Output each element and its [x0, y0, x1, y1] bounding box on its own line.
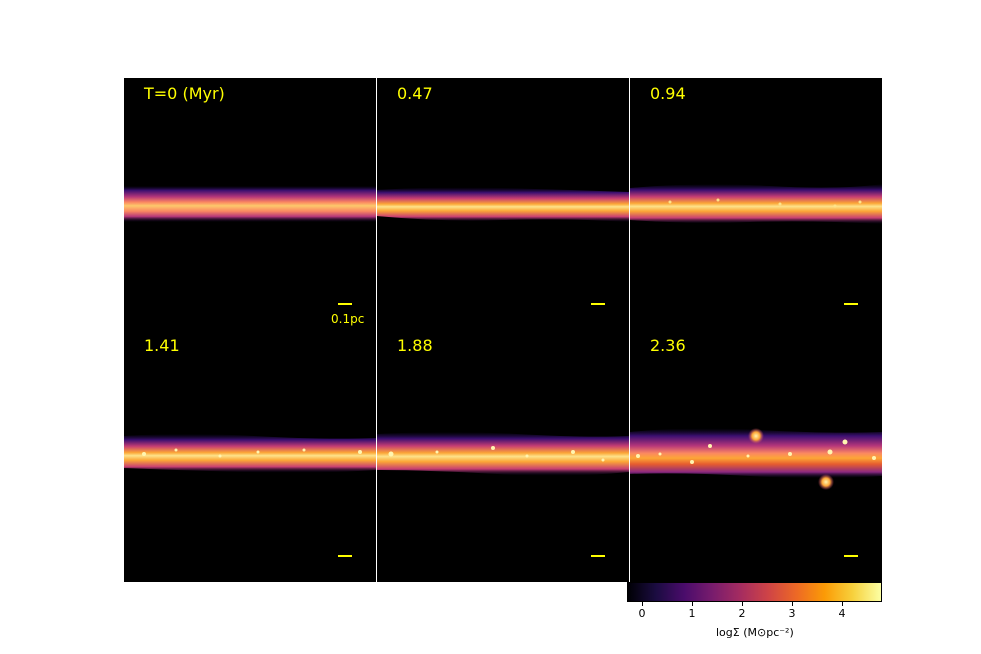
panel-t0: T=0 (Myr) 0.1pc	[124, 78, 376, 330]
scale-bar	[338, 555, 352, 557]
filament-image-t047	[377, 187, 629, 222]
panel-t094: 0.94	[630, 78, 882, 330]
colorbar-tick	[692, 602, 693, 606]
panel-t141: 1.41	[124, 330, 376, 582]
colorbar-tick	[842, 602, 843, 606]
time-label: 0.94	[650, 84, 686, 103]
time-label: 1.88	[397, 336, 433, 355]
scale-bar	[844, 303, 858, 305]
colorbar-tick	[742, 602, 743, 606]
colorbar-tick-label: 2	[738, 607, 746, 620]
colorbar-tick	[792, 602, 793, 606]
panel-t188: 1.88	[377, 330, 629, 582]
colorbar	[627, 582, 882, 602]
time-label: T=0 (Myr)	[144, 84, 225, 103]
simulation-panel-grid: T=0 (Myr) 0.1pc 0.47	[124, 78, 882, 582]
time-label: 2.36	[650, 336, 686, 355]
time-label: 0.47	[397, 84, 433, 103]
colorbar-tick-label: 0	[638, 607, 646, 620]
filament-image-t188	[377, 432, 629, 476]
filament-image-t0	[124, 186, 376, 222]
panel-t236: 2.36	[630, 330, 882, 582]
colorbar-tick-label: 4	[838, 607, 846, 620]
colorbar-tick-label: 1	[688, 607, 696, 620]
filament-image-t094	[630, 184, 882, 224]
colorbar-label: logΣ (M⊙pc⁻²)	[716, 626, 794, 639]
filament-image-t236	[630, 428, 882, 490]
time-label: 1.41	[144, 336, 180, 355]
scale-bar	[591, 303, 605, 305]
colorbar-tick-label: 3	[788, 607, 796, 620]
scale-bar	[338, 303, 352, 305]
scale-bar	[844, 555, 858, 557]
filament-image-t141	[124, 434, 376, 473]
scale-label: 0.1pc	[331, 312, 365, 326]
colorbar-tick	[642, 602, 643, 606]
panel-t047: 0.47	[377, 78, 629, 330]
scale-bar	[591, 555, 605, 557]
